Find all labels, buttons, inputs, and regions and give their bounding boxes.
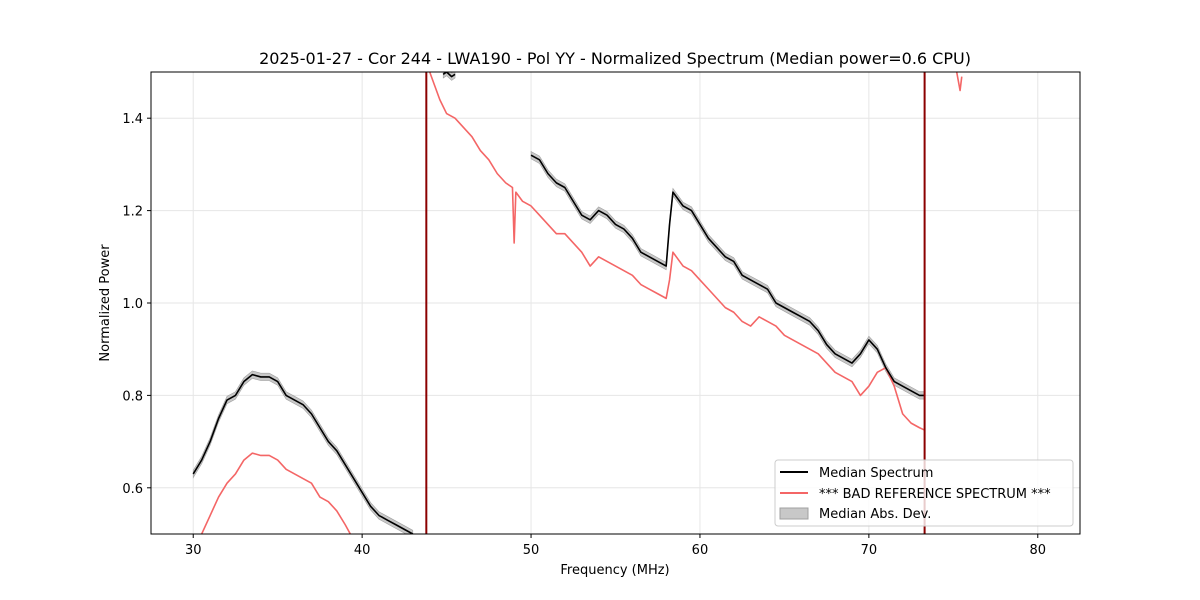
y-tick-label: 1.2 bbox=[122, 205, 143, 220]
legend: Median Spectrum *** BAD REFERENCE SPECTR… bbox=[774, 459, 1074, 527]
plot-data bbox=[192, 72, 963, 534]
median-spectrum-line bbox=[192, 373, 414, 534]
axis-ticks: 30 40 50 60 70 80 0.6 0.8 1.0 1.2 1.4 bbox=[122, 112, 1046, 558]
x-tick-label: 70 bbox=[861, 543, 878, 558]
legend-frame bbox=[774, 459, 1074, 527]
x-tick-label: 60 bbox=[692, 543, 709, 558]
bad-reference-line bbox=[955, 72, 963, 92]
y-tick-label: 0.8 bbox=[122, 389, 143, 404]
x-axis-label: Frequency (MHz) bbox=[560, 563, 669, 578]
y-axis-label: Normalized Power bbox=[98, 244, 113, 362]
bad-reference-line bbox=[428, 72, 925, 431]
legend-mad-label: Median Abs. Dev. bbox=[819, 507, 931, 522]
marker-lines bbox=[425, 72, 926, 534]
x-tick-label: 50 bbox=[523, 543, 540, 558]
median-spectrum-line bbox=[530, 154, 925, 397]
y-tick-label: 1.4 bbox=[122, 112, 143, 127]
legend-mad-patch bbox=[779, 507, 809, 520]
y-tick-label: 1.0 bbox=[122, 297, 143, 312]
mad-band bbox=[192, 370, 414, 534]
median-spectrum-line bbox=[442, 72, 456, 78]
x-tick-label: 80 bbox=[1029, 543, 1046, 558]
y-tick-label: 0.6 bbox=[122, 482, 143, 497]
x-tick-label: 40 bbox=[354, 543, 371, 558]
x-tick-label: 30 bbox=[185, 543, 202, 558]
bad-reference-line bbox=[200, 452, 352, 534]
legend-bad-reference-label: *** BAD REFERENCE SPECTRUM *** bbox=[819, 487, 1051, 502]
mad-band bbox=[442, 72, 456, 81]
legend-median-label: Median Spectrum bbox=[819, 466, 933, 481]
chart-title: 2025-01-27 - Cor 244 - LWA190 - Pol YY -… bbox=[259, 49, 971, 68]
series-layer bbox=[192, 72, 963, 534]
